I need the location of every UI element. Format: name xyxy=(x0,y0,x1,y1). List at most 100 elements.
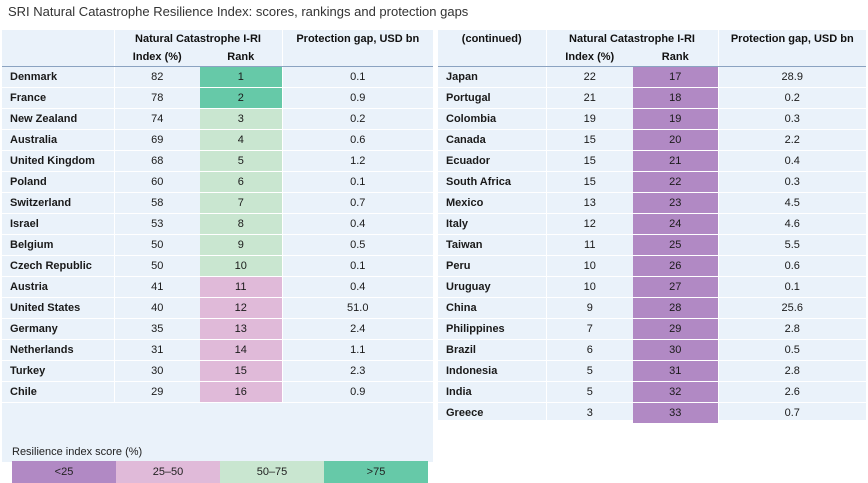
index-cell: 41 xyxy=(113,276,200,298)
country-cell: Canada xyxy=(438,129,546,151)
index-header: Index (%) xyxy=(113,48,200,67)
legend-swatch: 25–50 xyxy=(116,461,220,483)
country-cell: Switzerland xyxy=(2,192,114,214)
index-cell: 40 xyxy=(113,297,200,319)
country-cell: Mexico xyxy=(438,192,546,214)
table-row: United States 40 12 51.0 xyxy=(2,297,433,319)
table-row: Brazil 6 30 0.5 xyxy=(438,339,866,361)
legend: <25 25–50 50–75 >75 xyxy=(12,461,428,483)
index-cell: 15 xyxy=(545,150,633,172)
country-cell: Italy xyxy=(438,213,546,235)
protection-gap-cell: 0.9 xyxy=(281,87,433,109)
protection-gap-cell: 0.9 xyxy=(281,381,433,403)
table-row: New Zealand 74 3 0.2 xyxy=(2,108,433,130)
left-table: Natural Catastrophe I-RI Protection gap,… xyxy=(2,30,433,403)
index-cell: 69 xyxy=(113,129,200,151)
left-table-panel: Natural Catastrophe I-RI Protection gap,… xyxy=(2,30,433,483)
protection-gap-cell: 0.3 xyxy=(717,108,866,130)
table-row: Belgium 50 9 0.5 xyxy=(2,234,433,256)
table-row: Czech Republic 50 10 0.1 xyxy=(2,255,433,277)
corner-header xyxy=(2,30,114,48)
gap-subheader xyxy=(281,48,433,67)
protection-gap-cell: 0.1 xyxy=(281,171,433,193)
country-cell: Belgium xyxy=(2,234,114,256)
country-cell: Israel xyxy=(2,213,114,235)
index-cell: 60 xyxy=(113,171,200,193)
table-row: Japan 22 17 28.9 xyxy=(438,66,866,88)
country-cell: Uruguay xyxy=(438,276,546,298)
protection-gap-cell: 51.0 xyxy=(281,297,433,319)
protection-gap-cell: 1.1 xyxy=(281,339,433,361)
index-cell: 9 xyxy=(545,297,633,319)
rank-cell: 23 xyxy=(633,192,718,214)
index-cell: 74 xyxy=(113,108,200,130)
rank-cell: 3 xyxy=(200,108,282,130)
country-cell: Czech Republic xyxy=(2,255,114,277)
index-cell: 6 xyxy=(545,339,633,361)
country-cell: Australia xyxy=(2,129,114,151)
index-cell: 11 xyxy=(545,234,633,256)
index-cell: 53 xyxy=(113,213,200,235)
protection-gap-cell: 2.2 xyxy=(717,129,866,151)
left-table-body: Denmark 82 1 0.1 France 78 2 0.9 New Zealand 74 3 0… xyxy=(2,66,433,403)
index-cell: 82 xyxy=(113,66,200,88)
index-cell: 3 xyxy=(545,402,633,424)
table-row: Colombia 19 19 0.3 xyxy=(438,108,866,130)
rank-header: Rank xyxy=(633,48,718,67)
rank-cell: 13 xyxy=(200,318,282,340)
page-title: SRI Natural Catastrophe Resilience Index… xyxy=(8,4,469,19)
index-cell: 15 xyxy=(545,171,633,193)
rank-cell: 30 xyxy=(633,339,718,361)
index-cell: 10 xyxy=(545,255,633,277)
country-cell: Netherlands xyxy=(2,339,114,361)
rank-cell: 28 xyxy=(633,297,718,319)
index-group-header: Natural Catastrophe I-RI xyxy=(113,30,282,48)
rank-cell: 10 xyxy=(200,255,282,277)
table-row: China 9 28 25.6 xyxy=(438,297,866,319)
right-table-panel: (continued) Natural Catastrophe I-RI Pro… xyxy=(438,30,866,424)
table-row: Uruguay 10 27 0.1 xyxy=(438,276,866,298)
rank-cell: 18 xyxy=(633,87,718,109)
rank-cell: 1 xyxy=(200,66,282,88)
rank-cell: 8 xyxy=(200,213,282,235)
table-row: South Africa 15 22 0.3 xyxy=(438,171,866,193)
country-cell: Ecuador xyxy=(438,150,546,172)
table-row: Taiwan 11 25 5.5 xyxy=(438,234,866,256)
table-row: Mexico 13 23 4.5 xyxy=(438,192,866,214)
index-cell: 29 xyxy=(113,381,200,403)
country-cell: France xyxy=(2,87,114,109)
rank-cell: 16 xyxy=(200,381,282,403)
country-cell: Indonesia xyxy=(438,360,546,382)
country-cell: Greece xyxy=(438,402,546,424)
protection-gap-cell: 0.5 xyxy=(717,339,866,361)
right-table: (continued) Natural Catastrophe I-RI Pro… xyxy=(438,30,866,424)
index-cell: 78 xyxy=(113,87,200,109)
table-row: Israel 53 8 0.4 xyxy=(2,213,433,235)
legend-swatch: 50–75 xyxy=(220,461,324,483)
index-cell: 13 xyxy=(545,192,633,214)
protection-gap-cell: 0.6 xyxy=(717,255,866,277)
country-cell: Philippines xyxy=(438,318,546,340)
rank-cell: 20 xyxy=(633,129,718,151)
index-cell: 50 xyxy=(113,255,200,277)
protection-gap-header: Protection gap, USD bn xyxy=(717,30,866,48)
table-row: Philippines 7 29 2.8 xyxy=(438,318,866,340)
table-row: Peru 10 26 0.6 xyxy=(438,255,866,277)
country-cell: Brazil xyxy=(438,339,546,361)
country-cell: Denmark xyxy=(2,66,114,88)
rank-cell: 9 xyxy=(200,234,282,256)
country-header xyxy=(2,48,114,67)
index-group-header: Natural Catastrophe I-RI xyxy=(545,30,718,48)
index-cell: 35 xyxy=(113,318,200,340)
index-cell: 58 xyxy=(113,192,200,214)
rank-cell: 22 xyxy=(633,171,718,193)
country-cell: Germany xyxy=(2,318,114,340)
protection-gap-cell: 0.1 xyxy=(717,276,866,298)
country-cell: Taiwan xyxy=(438,234,546,256)
index-cell: 22 xyxy=(545,66,633,88)
index-cell: 68 xyxy=(113,150,200,172)
protection-gap-cell: 0.2 xyxy=(717,87,866,109)
index-cell: 19 xyxy=(545,108,633,130)
rank-cell: 15 xyxy=(200,360,282,382)
table-row: Canada 15 20 2.2 xyxy=(438,129,866,151)
